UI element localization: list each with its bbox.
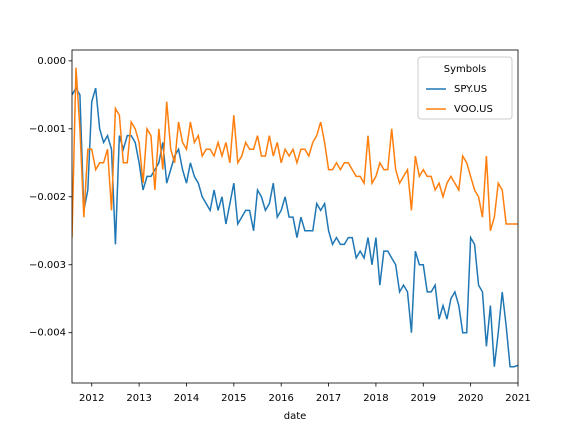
data-line [72, 67, 518, 238]
x-tick-label: 2020 [458, 393, 483, 404]
legend-label: SPY.US [454, 84, 487, 95]
plot-frame [71, 49, 519, 384]
x-tick-label: 2016 [268, 393, 293, 404]
x-tick-label: 2013 [126, 393, 151, 404]
x-tick-label: 2014 [174, 393, 199, 404]
legend-label: VOO.US [454, 104, 493, 115]
legend-title: Symbols [444, 64, 486, 75]
y-tick-label: −0.003 [29, 260, 66, 271]
y-tick-label: −0.001 [29, 124, 66, 135]
y-tick-label: 0.000 [37, 56, 66, 67]
x-tick-label: 2021 [505, 393, 530, 404]
y-tick-label: −0.002 [29, 192, 66, 203]
data-line [72, 86, 518, 368]
x-tick-label: 2015 [221, 393, 246, 404]
x-tick-label: 2018 [363, 393, 388, 404]
x-axis-label: date [284, 411, 307, 422]
x-tick-label: 2017 [316, 393, 341, 404]
x-tick-label: 2019 [411, 393, 436, 404]
legend-box [417, 56, 513, 120]
x-tick-label: 2012 [79, 393, 104, 404]
y-tick-label: −0.004 [29, 328, 66, 339]
